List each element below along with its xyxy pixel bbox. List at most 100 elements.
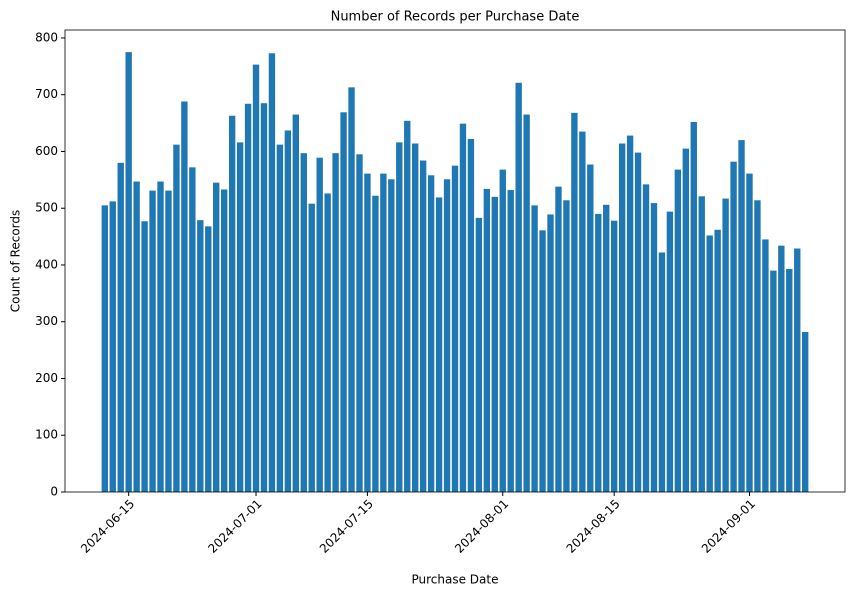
bar: [308, 203, 315, 493]
bar: [778, 245, 785, 492]
bar: [730, 161, 737, 493]
bar: [141, 221, 148, 492]
bar: [300, 153, 307, 492]
bar: [531, 205, 538, 493]
bar: [412, 143, 419, 492]
bar: [507, 190, 514, 492]
bar: [284, 130, 292, 492]
bar: [650, 203, 658, 493]
bar: [244, 103, 252, 492]
bar: [539, 230, 546, 492]
bar: [467, 138, 475, 493]
bar: [260, 103, 268, 492]
bar: [547, 214, 554, 492]
bar: [404, 120, 411, 492]
x-tick-label: 2024-07-01: [205, 497, 264, 556]
bar: [372, 195, 379, 492]
bar: [181, 101, 188, 492]
bar: [228, 115, 236, 493]
bar: [483, 188, 491, 492]
y-tick-label: 500: [35, 201, 58, 215]
bar: [221, 189, 228, 492]
bar: [197, 220, 204, 492]
bar: [459, 123, 467, 492]
bar: [268, 53, 276, 493]
bar: [396, 142, 403, 493]
bar: [499, 169, 506, 492]
bar: [340, 112, 347, 492]
bar: [364, 173, 371, 492]
bar: [714, 229, 721, 492]
bar: [165, 190, 172, 492]
bar: [611, 220, 618, 492]
bar: [149, 190, 156, 492]
y-tick-label: 600: [35, 144, 58, 158]
bar: [316, 157, 323, 492]
bar: [571, 112, 578, 492]
bar: [666, 211, 674, 492]
y-tick-label: 700: [35, 87, 58, 101]
bar: [205, 226, 212, 493]
bar: [618, 143, 626, 492]
bar: [236, 142, 244, 493]
bar: [674, 169, 682, 492]
bar: [451, 165, 459, 492]
y-tick-label: 400: [35, 257, 58, 271]
bar: [794, 248, 801, 492]
bar: [252, 64, 260, 493]
bar: [579, 131, 586, 492]
bar: [563, 200, 570, 492]
bar: [706, 235, 713, 492]
x-tick-label: 2024-06-15: [78, 497, 137, 556]
y-axis-label: Count of Records: [9, 210, 23, 313]
bar: [658, 252, 666, 492]
bar: [515, 82, 522, 492]
x-tick-label: 2024-08-01: [452, 497, 511, 556]
bar: [125, 52, 132, 493]
x-tick-label: 2024-08-15: [564, 497, 623, 556]
bar: [642, 184, 650, 493]
x-tick-label: 2024-07-15: [317, 497, 376, 556]
chart-title: Number of Records per Purchase Date: [331, 10, 580, 25]
bar: [435, 197, 443, 492]
bar: [427, 175, 435, 492]
bar: [419, 160, 427, 493]
bar: [475, 217, 483, 492]
bar: [443, 179, 451, 492]
bar: [587, 164, 594, 492]
x-tick-label: 2024-09-01: [699, 497, 758, 556]
bar: [117, 162, 124, 493]
bar: [555, 186, 562, 492]
bar: [101, 205, 108, 493]
bar: [173, 144, 180, 492]
x-axis-label: Purchase Date: [412, 573, 499, 587]
bar: [523, 114, 530, 492]
y-tick-label: 800: [35, 30, 58, 44]
bar: [356, 154, 363, 492]
bar: [348, 87, 355, 492]
bar: [109, 201, 116, 493]
bar: [603, 204, 610, 493]
bar: [746, 173, 753, 492]
bar: [770, 270, 777, 492]
bar: [754, 200, 761, 492]
bar: [595, 213, 602, 492]
bar: [133, 181, 140, 493]
bar: [802, 331, 809, 492]
y-tick-label: 0: [50, 485, 58, 499]
bar: [722, 198, 729, 492]
bar: [189, 167, 196, 492]
y-tick-label: 300: [35, 314, 58, 328]
bar: [324, 193, 331, 492]
bar: [682, 148, 689, 492]
bar: [213, 182, 220, 493]
bar: [491, 196, 498, 492]
bar: [276, 144, 284, 492]
bar: [698, 196, 705, 492]
bar: [380, 173, 387, 492]
y-tick-label: 100: [35, 428, 58, 442]
bar: [634, 152, 642, 492]
bar: [762, 239, 769, 492]
bar: [738, 140, 745, 493]
